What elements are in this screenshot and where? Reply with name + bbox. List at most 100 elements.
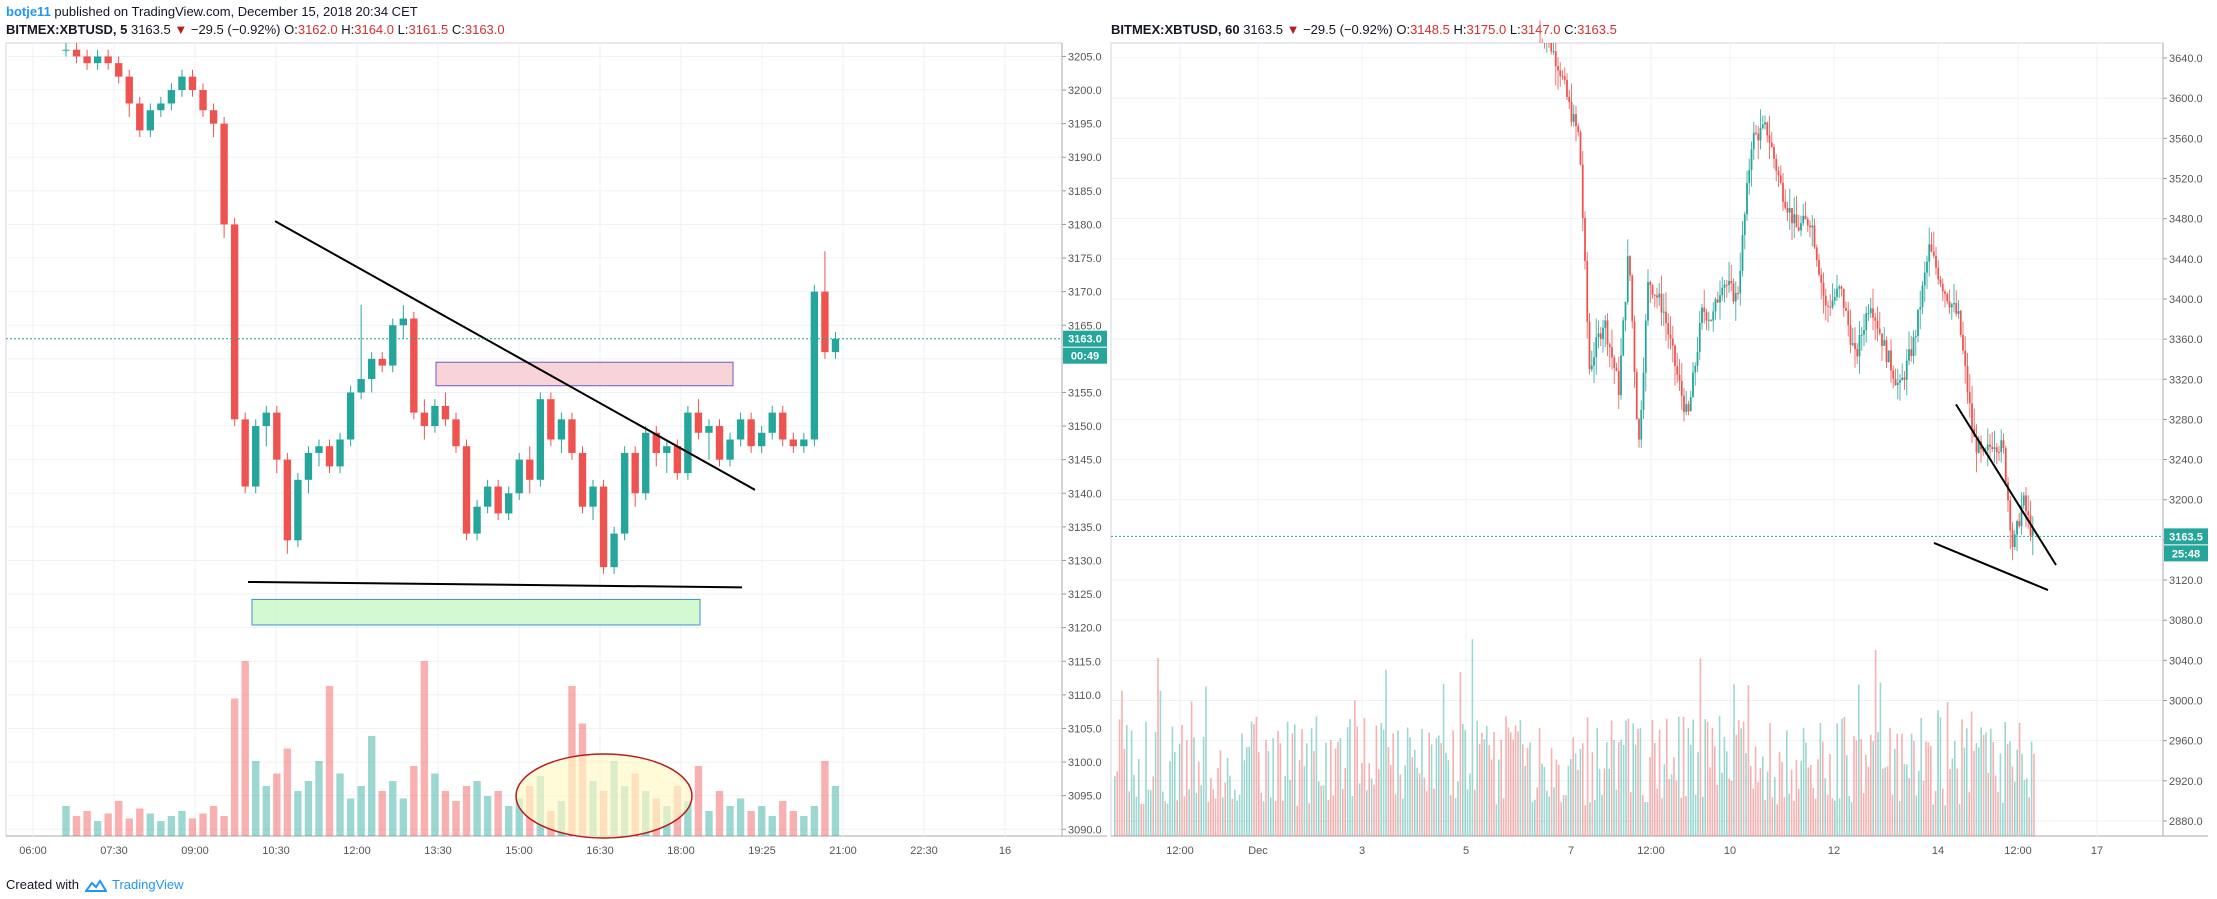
right-candle-body [1797, 227, 1800, 231]
right-volume-bar [1862, 793, 1865, 836]
right-volume-bar [1164, 801, 1166, 836]
right-volume-bar [1380, 723, 1382, 836]
left-candle-body [821, 291, 829, 353]
right-volume-bar [1166, 803, 1169, 836]
left-candle-body [199, 90, 207, 111]
right-volume-bar [1858, 684, 1860, 836]
right-last-price: 3163.5 [1243, 22, 1283, 37]
right-candle-body [1759, 127, 1762, 141]
left-volume-bar [346, 798, 355, 836]
right-volume-bar [1198, 761, 1200, 836]
right-volume-bar [1356, 726, 1358, 836]
right-volume-bar [1358, 783, 1361, 836]
right-candle-body [1768, 135, 1771, 143]
right-candle-body [1838, 286, 1841, 289]
right-candle-body [1928, 244, 1931, 262]
right-candle-body [2000, 440, 2003, 453]
left-candle-body [452, 419, 460, 447]
right-volume-bar [1536, 787, 1538, 836]
left-candle-body [568, 419, 576, 453]
right-candle-body [1896, 382, 1899, 386]
left-volume-bar [505, 806, 513, 836]
right-candle-body [1728, 280, 1730, 286]
left-candle-body [652, 432, 660, 453]
right-x-tick-label: 14 [1932, 845, 1944, 857]
right-volume-bar [1255, 716, 1258, 836]
right-candle-body [1701, 307, 1703, 323]
left-volume-bar [230, 698, 239, 836]
right-close-label: C: [1564, 22, 1578, 37]
right-y-tick-label: 3560.0 [2169, 133, 2203, 145]
tradingview-brand[interactable]: TradingView [112, 877, 184, 893]
right-candle-body [1694, 365, 1697, 373]
right-volume-bar [1697, 752, 1699, 836]
right-candle-body [1590, 365, 1593, 370]
right-volume-bar [1471, 639, 1474, 836]
right-volume-bar [2006, 744, 2009, 836]
right-volume-bar [2004, 721, 2006, 836]
right-candle-body [1777, 170, 1780, 176]
right-candle-body [1707, 319, 1710, 321]
left-y-tick-label: 3205.0 [1068, 51, 1102, 63]
right-volume-bar [1529, 742, 1531, 836]
right-candle-body [1624, 301, 1627, 321]
left-volume-bar [684, 801, 692, 836]
right-volume-bar [1582, 743, 1584, 836]
right-candle-body [1791, 208, 1793, 224]
right-volume-bar [1498, 759, 1500, 836]
right-volume-bar [1841, 718, 1843, 836]
right-candle-body [1935, 255, 1937, 268]
right-volume-bar [1152, 776, 1154, 836]
right-candle-body [1953, 303, 1955, 305]
right-volume-bar [1308, 803, 1310, 836]
right-volume-bar [1879, 682, 1882, 836]
right-volume-bar [1673, 757, 1675, 836]
right-candle-body [1944, 291, 1946, 294]
right-candle-body [1905, 360, 1908, 380]
left-volume-bar [420, 661, 429, 836]
right-volume-bar [1428, 732, 1430, 836]
author-name[interactable]: botje11 [6, 4, 51, 19]
right-volume-bar [1217, 768, 1219, 836]
left-x-tick-label: 19:25 [748, 845, 776, 857]
left-volume-bar [62, 806, 70, 836]
left-y-tick-label: 3195.0 [1068, 119, 1102, 131]
right-volume-bar [1944, 805, 1946, 836]
right-volume-bar [1169, 761, 1171, 836]
right-candle-body [1802, 215, 1805, 224]
right-candle-body [1595, 337, 1598, 358]
right-volume-bar [1154, 731, 1157, 836]
right-volume-bar [1445, 752, 1447, 836]
right-volume-bar [1601, 794, 1603, 836]
right-volume-bar [1555, 759, 1558, 836]
right-candle-body [1559, 70, 1562, 76]
right-volume-bar [1733, 684, 1735, 836]
right-candle-body [1739, 270, 1742, 294]
right-candle-body [1894, 378, 1897, 386]
left-volume-bar [462, 786, 471, 836]
right-volume-bar [1394, 794, 1397, 836]
right-volume-bar [1802, 727, 1805, 836]
left-y-tick-label: 3135.0 [1068, 522, 1102, 534]
right-volume-bar [1728, 778, 1730, 836]
right-low: 3147.0 [1520, 22, 1561, 37]
right-volume-bar [1618, 742, 1620, 836]
right-candle-body [1827, 305, 1829, 307]
right-volume-bar [1963, 747, 1966, 836]
right-volume-bar [1327, 799, 1330, 836]
left-volume-bar [789, 811, 797, 836]
right-volume-bar [1932, 804, 1934, 836]
right-volume-bar [1402, 798, 1404, 836]
right-candle-body [2013, 534, 2016, 548]
right-volume-bar [1205, 686, 1207, 836]
right-candle-body [1860, 334, 1863, 336]
right-candle-body [1959, 310, 1962, 335]
right-y-tick-label: 3400.0 [2169, 294, 2203, 306]
right-volume-bar [1946, 702, 1949, 836]
right-candle-body [1678, 374, 1681, 381]
right-volume-bar [1774, 777, 1776, 836]
right-volume-bar [1822, 741, 1824, 836]
right-candle-body [2002, 440, 2005, 448]
right-volume-bar [1838, 798, 1841, 836]
